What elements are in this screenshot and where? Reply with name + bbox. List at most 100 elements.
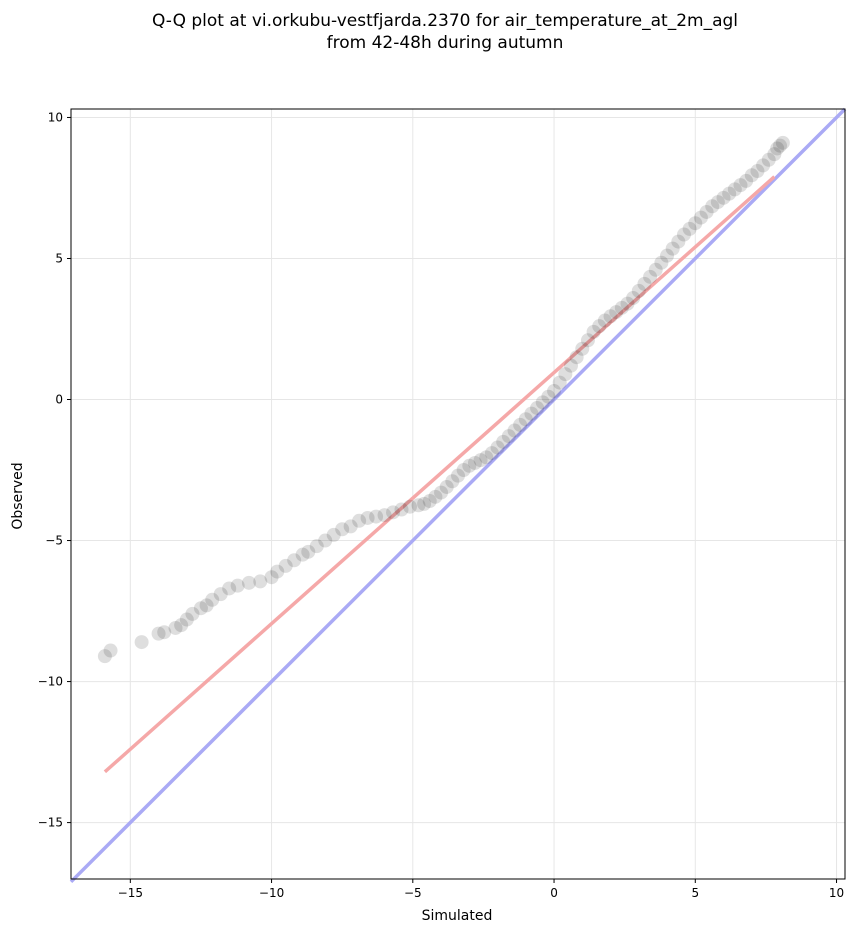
qq-point xyxy=(253,574,268,589)
qq-point xyxy=(168,620,183,635)
qq-point xyxy=(496,434,511,449)
x-tick-label: 5 xyxy=(691,886,699,900)
qq-point xyxy=(479,450,494,465)
qq-point xyxy=(580,333,595,348)
qq-point xyxy=(451,468,465,483)
qq-point xyxy=(744,168,759,183)
y-tick-label: −15 xyxy=(38,816,63,830)
y-axis-ticks: −15 −10 −5 0 5 10 xyxy=(38,110,71,830)
x-tick-label: −5 xyxy=(404,886,422,900)
qq-point xyxy=(513,417,528,432)
qq-point xyxy=(705,199,720,214)
qq-point xyxy=(648,262,663,277)
qq-point xyxy=(309,539,324,554)
qq-point xyxy=(301,544,316,559)
y-tick-label: 0 xyxy=(55,393,63,407)
qq-point xyxy=(456,463,471,478)
qq-point xyxy=(103,643,118,658)
qq-point xyxy=(193,601,208,616)
qq-point xyxy=(558,367,573,382)
qq-point xyxy=(278,558,293,573)
qq-point xyxy=(501,429,516,444)
y-tick-label: −5 xyxy=(45,534,63,548)
qq-point xyxy=(739,173,754,188)
chart-title-line-1: Q-Q plot at vi.orkubu-vestfjarda.2370 fo… xyxy=(152,11,738,31)
qq-point xyxy=(445,474,460,489)
qq-point xyxy=(377,508,392,523)
qq-point xyxy=(693,210,708,225)
y-tick-label: 5 xyxy=(55,251,63,265)
fit-line xyxy=(103,175,776,774)
qq-point xyxy=(665,241,680,256)
qq-point xyxy=(241,575,256,590)
qq-point xyxy=(205,592,220,607)
qq-point xyxy=(643,269,658,284)
qq-point xyxy=(230,578,245,593)
qq-point xyxy=(174,618,189,633)
reference-lines xyxy=(69,107,847,884)
qq-point xyxy=(157,625,172,640)
qq-point xyxy=(530,400,545,415)
qq-point xyxy=(626,290,641,305)
x-tick-label: 10 xyxy=(829,886,844,900)
qq-point xyxy=(434,485,449,500)
qq-point xyxy=(547,384,562,399)
qq-point xyxy=(671,234,686,249)
qq-point xyxy=(773,138,788,153)
qq-point xyxy=(541,389,556,404)
qq-point xyxy=(352,513,367,528)
qq-point xyxy=(575,341,590,356)
qq-point xyxy=(609,305,624,320)
qq-point xyxy=(386,505,401,520)
qq-point xyxy=(326,527,341,542)
qq-point xyxy=(97,649,112,664)
qq-point xyxy=(614,300,629,315)
qq-point xyxy=(213,587,228,602)
x-tick-label: −10 xyxy=(259,886,284,900)
qq-point xyxy=(518,412,533,427)
qq-point xyxy=(722,186,737,201)
chart-title: Q-Q plot at vi.orkubu-vestfjarda.2370 fo… xyxy=(152,11,738,53)
qq-point xyxy=(727,182,742,197)
qq-point xyxy=(603,309,618,324)
qq-point xyxy=(199,598,214,613)
qq-point xyxy=(264,570,279,585)
qq-point xyxy=(484,446,499,461)
qq-point xyxy=(360,510,375,525)
grid-lines xyxy=(71,109,845,879)
y-axis-label: Observed xyxy=(10,462,26,529)
qq-point xyxy=(295,547,310,562)
qq-point xyxy=(654,255,669,270)
qq-point xyxy=(134,635,149,650)
qq-point xyxy=(185,606,200,621)
y-tick-label: −10 xyxy=(38,675,63,689)
qq-point xyxy=(733,178,748,193)
qq-point xyxy=(767,147,782,162)
qq-point xyxy=(507,423,522,438)
qq-point xyxy=(439,479,454,494)
qq-point xyxy=(402,499,417,514)
qq-point xyxy=(563,358,578,373)
qq-point xyxy=(318,533,333,548)
qq-point xyxy=(761,152,776,167)
qq-point xyxy=(592,319,607,334)
qq-point xyxy=(710,195,725,210)
qq-point xyxy=(756,158,771,173)
x-axis-ticks: −15 −10 −5 0 5 10 xyxy=(118,879,844,900)
qq-point xyxy=(552,375,567,390)
qq-point xyxy=(660,248,675,263)
qq-point xyxy=(411,498,426,513)
qq-point xyxy=(335,522,350,537)
qq-point xyxy=(770,141,785,156)
qq-point xyxy=(586,324,601,339)
qq-point xyxy=(775,135,790,150)
qq-point xyxy=(535,395,550,410)
qq-point xyxy=(682,221,697,236)
qq-point xyxy=(637,276,652,291)
qq-point xyxy=(343,519,358,534)
qq-point xyxy=(716,190,731,205)
qq-point xyxy=(597,313,612,328)
qq-point xyxy=(750,164,765,179)
x-axis-label: Simulated xyxy=(422,908,493,924)
qq-point xyxy=(620,296,635,311)
